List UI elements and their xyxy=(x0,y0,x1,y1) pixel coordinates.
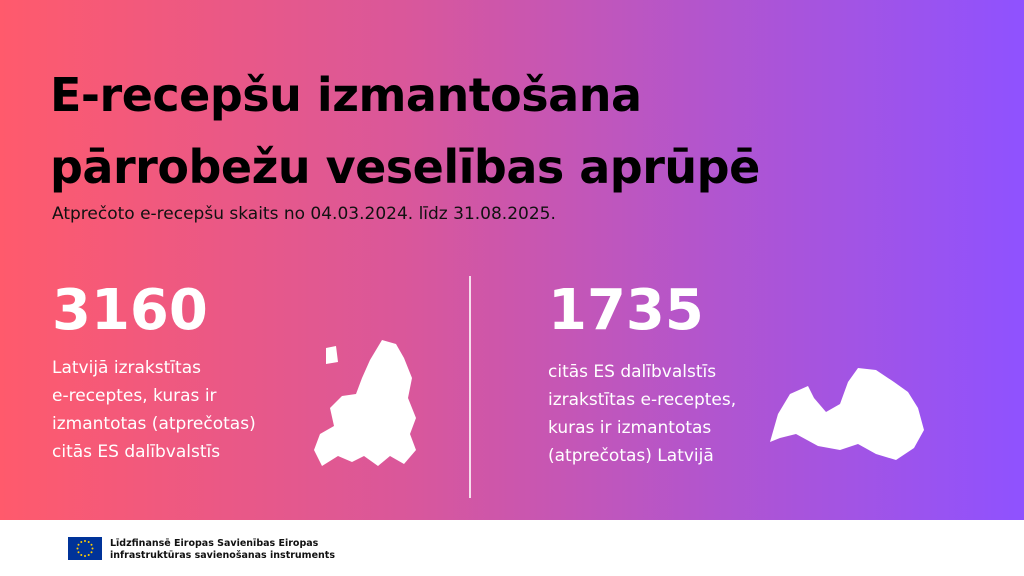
stat-value: 1735 xyxy=(548,278,704,343)
description-line: izrakstītas e-receptes, xyxy=(548,390,737,410)
description-line: e-receptes, kuras ir xyxy=(52,386,217,406)
stat-description: Latvijā izrakstītas e-receptes, kuras ir… xyxy=(52,354,256,466)
latvia-map xyxy=(770,368,924,460)
footer-line: infrastruktūras savienošanas instruments xyxy=(110,550,335,561)
map-shape xyxy=(770,368,924,460)
flag-field xyxy=(68,537,102,560)
eu-flag xyxy=(68,537,102,560)
stat-value: 3160 xyxy=(52,278,208,343)
description-line: citās ES dalībvalstīs xyxy=(548,362,717,382)
divider xyxy=(469,276,471,498)
description-line: citās ES dalībvalstīs xyxy=(52,442,221,462)
title-line: E-recepšu izmantošana xyxy=(50,68,642,122)
map-shape xyxy=(314,340,416,466)
flag-stars xyxy=(76,540,94,557)
subtitle: Atprečoto e-recepšu skaits no 04.03.2024… xyxy=(52,204,556,224)
stat-description: citās ES dalībvalstīs izrakstītas e-rece… xyxy=(548,358,736,470)
europe-map xyxy=(314,340,416,466)
description-line: izmantotas (atprečotas) xyxy=(52,414,256,434)
footer-line: Līdzfinansē Eiropas Savienības Eiropas xyxy=(110,538,319,549)
description-line: kuras ir izmantotas xyxy=(548,418,712,438)
title-line: pārrobežu veselības aprūpē xyxy=(50,140,760,194)
description-line: Latvijā izrakstītas xyxy=(52,358,201,378)
description-line: (atprečotas) Latvijā xyxy=(548,446,714,466)
